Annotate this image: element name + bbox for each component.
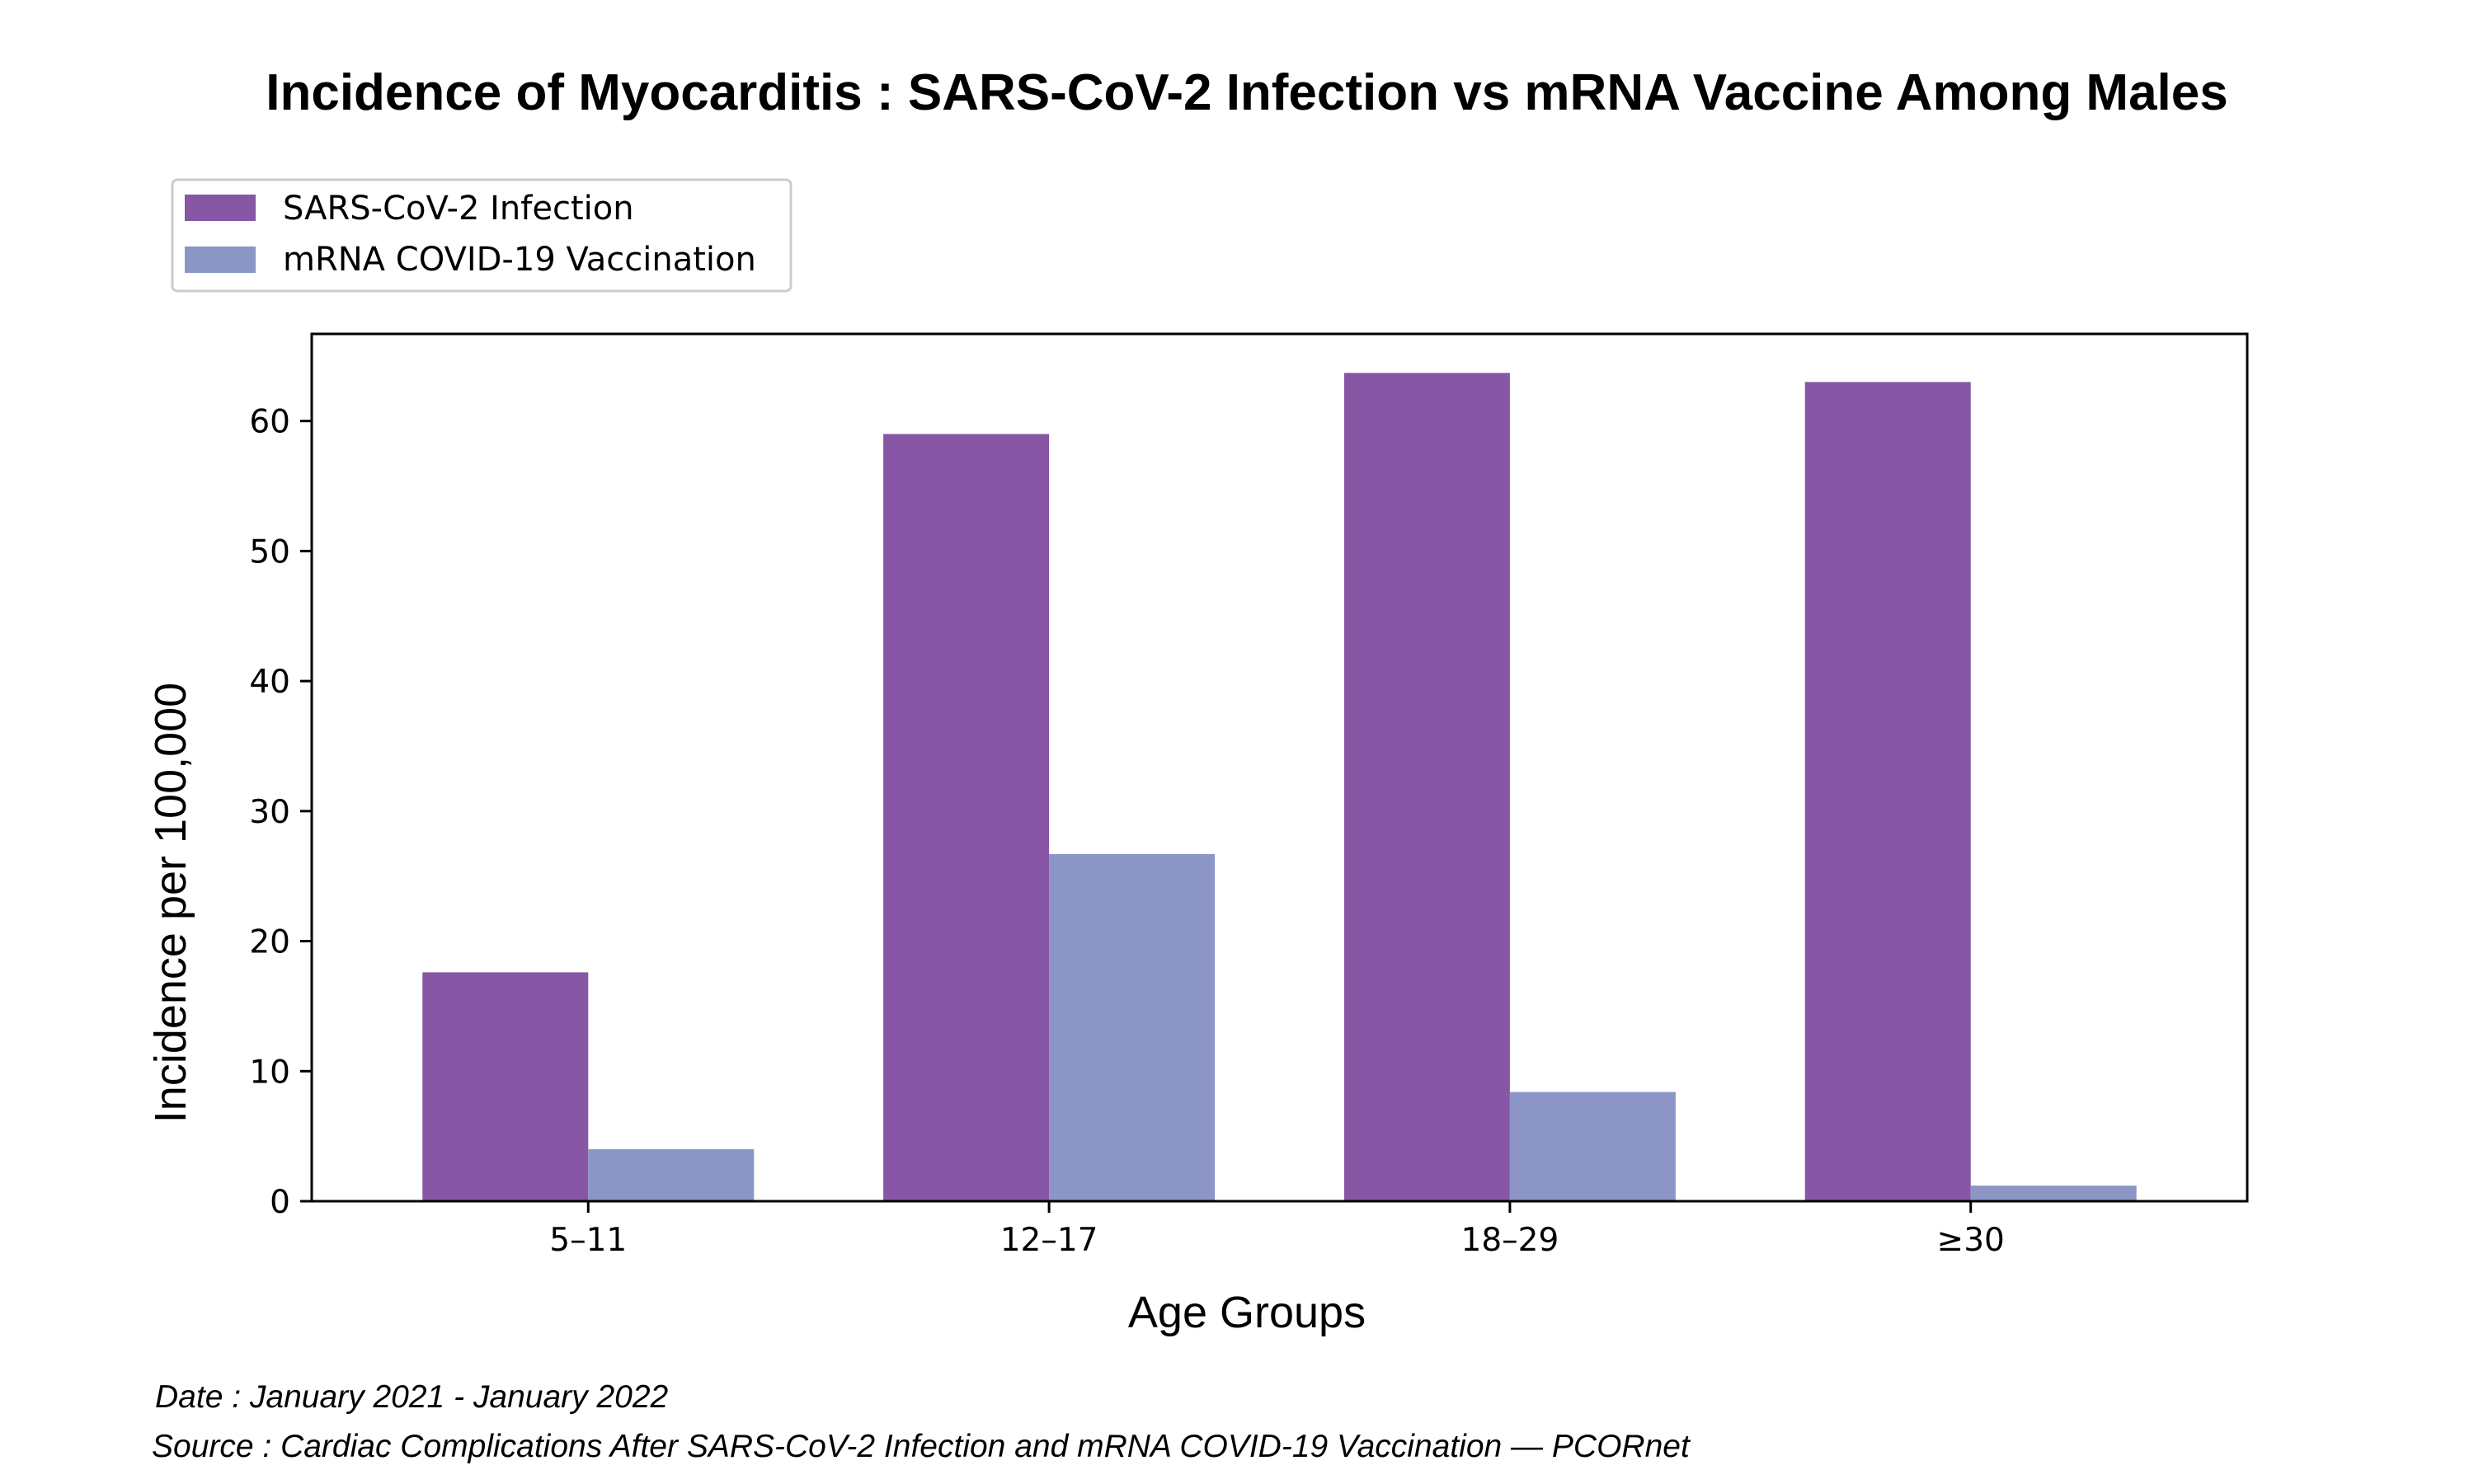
x-tick-label: 5–11 <box>549 1222 627 1259</box>
bar-vaccination-1 <box>1049 853 1216 1201</box>
bar-vaccination-3 <box>1970 1186 2137 1201</box>
legend-box <box>171 178 793 293</box>
y-tick-label: 60 <box>249 404 290 441</box>
bar-vaccination-0 <box>588 1148 755 1201</box>
legend-swatch-mrna-vaccination <box>185 247 256 273</box>
y-tick-label: 50 <box>249 533 290 571</box>
x-tick-label: 12–17 <box>1000 1222 1098 1259</box>
bar-infection-3 <box>1804 382 1971 1201</box>
bar-infection-2 <box>1343 373 1510 1201</box>
x-axis-label: Age Groups <box>1128 1288 1366 1337</box>
bar-infection-1 <box>883 434 1050 1201</box>
x-tick-label: 18–29 <box>1461 1222 1559 1259</box>
footnote-source: Source : Cardiac Complications After SAR… <box>152 1429 1691 1464</box>
y-tick-label: 40 <box>249 664 290 701</box>
footnote-date: Date : January 2021 - January 2022 <box>155 1379 669 1415</box>
legend: SARS-CoV-2 Infection mRNA COVID-19 Vacci… <box>171 178 793 293</box>
y-tick-label: 10 <box>249 1054 290 1091</box>
bar-infection-0 <box>422 972 589 1201</box>
y-tick-label: 0 <box>270 1184 290 1221</box>
plot-frame <box>310 332 2249 1203</box>
legend-swatch-sars-cov-2 <box>185 195 256 221</box>
x-tick-label: ≥30 <box>1937 1222 2005 1259</box>
chart-title: Incidence of Myocarditis : SARS-CoV-2 In… <box>266 64 2228 121</box>
plot-area: 0 10 20 30 40 50 60 5–11 12–17 18–29 ≥30 <box>249 332 2249 1259</box>
y-tick-label: 20 <box>249 924 290 961</box>
bar-vaccination-2 <box>1509 1092 1676 1201</box>
y-tick-label: 30 <box>249 794 290 831</box>
legend-label-sars-cov-2: SARS-CoV-2 Infection <box>283 190 634 228</box>
y-axis-label: Incidence per 100,000 <box>146 683 195 1123</box>
legend-label-mrna-vaccination: mRNA COVID-19 Vaccination <box>283 241 756 279</box>
